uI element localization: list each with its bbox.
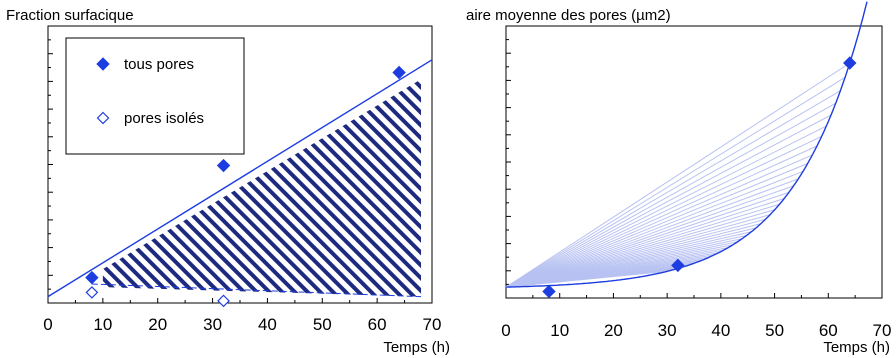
right-fan-line (505, 214, 771, 288)
left-legend-box (65, 37, 245, 155)
legend-marker-tous-pores (96, 57, 110, 71)
right-fan-line (505, 178, 799, 288)
left-x-axis-label: Temps (h) (383, 339, 450, 356)
right-fan-line (505, 218, 766, 288)
right-x-tick-label: 50 (765, 321, 784, 340)
legend-label-tous-pores: tous pores (124, 56, 194, 73)
right-x-tick-label: 10 (550, 321, 569, 340)
right-fan-line (505, 170, 804, 288)
left-point-tous-pores (216, 158, 231, 173)
right-point (671, 258, 685, 273)
left-x-tick-label: 40 (258, 315, 277, 334)
right-fan-line (505, 102, 836, 288)
right-x-tick-label: 60 (819, 321, 838, 340)
left-legend: tous pores pores isolés (65, 37, 245, 155)
right-fan-line (505, 198, 785, 288)
right-fan-line (505, 209, 775, 288)
left-x-tick-label: 20 (148, 315, 167, 334)
right-fan-line (505, 163, 808, 288)
left-x-tick-label: 60 (368, 315, 387, 334)
right-fan-line (505, 223, 761, 288)
right-fan-line (505, 114, 832, 288)
left-x-tick-label: 0 (43, 315, 52, 334)
right-x-tick-label: 40 (711, 321, 730, 340)
left-fit-line-tous-pores (47, 59, 433, 298)
left-point-tous-pores (392, 65, 406, 80)
right-fan-line (505, 135, 822, 288)
left-x-tick-label: 70 (423, 315, 442, 334)
right-fan-line (505, 62, 851, 288)
left-x-tick-label: 30 (203, 315, 222, 334)
right-y-axis-label: aire moyenne des pores (µm2) (466, 7, 671, 24)
right-x-tick-label: 70 (873, 321, 892, 340)
left-x-tick-label: 50 (313, 315, 332, 334)
right-chart: 0 10 20 30 40 50 60 70 aire moyenne des pores (µ… (466, 1, 892, 356)
left-fit-line-pores-isoles (91, 283, 422, 298)
left-point-pores-isoles (217, 294, 230, 308)
right-fan-line (505, 90, 841, 288)
right-fan-line (505, 125, 827, 288)
legend-marker-pores-isoles (96, 111, 110, 125)
right-fan-line (505, 76, 846, 288)
right-fan-line (505, 154, 813, 288)
right-fan-line (505, 191, 790, 288)
right-x-axis-label: Temps (h) (823, 339, 890, 356)
right-plot-frame (505, 25, 883, 299)
right-x-tick-label: 20 (604, 321, 623, 340)
left-chart: 0 10 20 30 40 50 60 70 tous pores pores isolés Fra… (6, 7, 450, 356)
right-point (843, 56, 857, 70)
right-fit-curve (506, 1, 868, 288)
left-x-tick-label: 10 (93, 315, 112, 334)
legend-label-pores-isoles: pores isolés (124, 110, 204, 127)
right-fan-line (505, 145, 818, 288)
right-fan-line (505, 203, 780, 288)
right-x-tick-label: 30 (658, 321, 677, 340)
left-point-pores-isoles (85, 286, 99, 299)
left-hatched-region (102, 79, 422, 297)
right-point (542, 284, 556, 299)
left-y-axis-label: Fraction surfacique (6, 7, 134, 24)
right-fan-line (505, 185, 794, 288)
right-x-tick-label: 0 (501, 321, 510, 340)
left-point-tous-pores (85, 270, 99, 285)
